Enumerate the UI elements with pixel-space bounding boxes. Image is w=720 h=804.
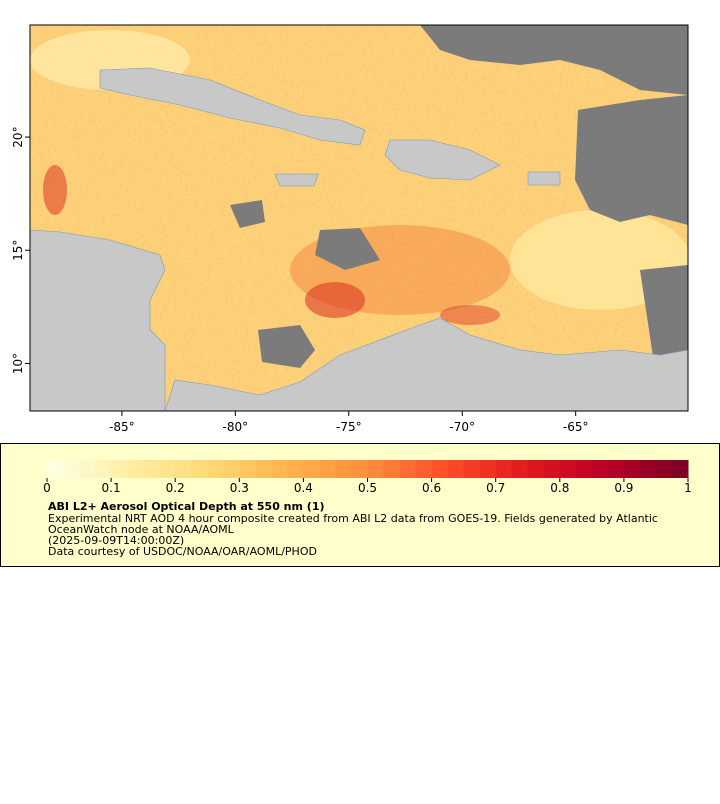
- land: [30, 229, 166, 411]
- colorbar-step: [639, 460, 657, 478]
- colorbar-step: [367, 460, 385, 478]
- colorbar-tick-label: 0.5: [358, 481, 377, 495]
- land: [274, 173, 319, 187]
- colorbar: 0 0.1 0.2 0.3 0.4 0.5 0.6 0.7 0.8 0.9 1: [43, 460, 692, 495]
- colorbar-step: [431, 460, 449, 478]
- legend-notes: Experimental NRT AOD 4 hour composite cr…: [48, 512, 658, 558]
- colorbar-tick-label: 0.1: [102, 481, 121, 495]
- colorbar-step: [671, 460, 689, 478]
- colorbar-step: [111, 460, 128, 478]
- colorbar-step: [511, 460, 529, 478]
- legend-note: (2025-09-09T14:00:00Z): [48, 534, 184, 547]
- land: [384, 139, 501, 181]
- colorbar-step: [223, 460, 240, 478]
- legend-title: ABI L2+ Aerosol Optical Depth at 550 nm …: [48, 500, 325, 513]
- cloud: [420, 25, 688, 95]
- legend-note: Experimental NRT AOD 4 hour composite cr…: [48, 512, 658, 525]
- y-tick-label: 20°: [11, 126, 25, 147]
- x-tick-label: -65°: [563, 420, 589, 434]
- colorbar-step: [383, 460, 401, 478]
- colorbar-step: [271, 460, 288, 478]
- colorbar-step: [95, 460, 112, 478]
- colorbar-step: [175, 460, 192, 478]
- colorbar-step: [543, 460, 561, 478]
- colorbar-step: [527, 460, 545, 478]
- colorbar-step: [47, 460, 64, 478]
- legend-note: OceanWatch node at NOAA/AOML: [48, 523, 235, 536]
- colorbar-tick-label: 0.9: [614, 481, 633, 495]
- colorbar-step: [143, 460, 160, 478]
- colorbar-tick-label: 0.8: [550, 481, 569, 495]
- colorbar-tick-label: 0.2: [166, 481, 185, 495]
- land: [99, 67, 366, 146]
- colorbar-step: [623, 460, 641, 478]
- colorbar-step: [591, 460, 609, 478]
- colorbar-step: [239, 460, 256, 478]
- colorbar-step: [335, 460, 352, 478]
- colorbar-step: [127, 460, 144, 478]
- colorbar-step: [495, 460, 513, 478]
- colorbar-step: [207, 460, 224, 478]
- colorbar-tick-label: 1: [684, 481, 692, 495]
- colorbar-step: [479, 460, 497, 478]
- colorbar-tick-label: 0.4: [294, 481, 313, 495]
- x-tick-label: -75°: [336, 420, 362, 434]
- colorbar-step: [607, 460, 625, 478]
- colorbar-step: [79, 460, 96, 478]
- colorbar-step: [399, 460, 417, 478]
- colorbar-tick-label: 0.3: [230, 481, 249, 495]
- map-frame: [29, 24, 689, 412]
- aod-patch: [440, 305, 500, 325]
- axes: -85° -80° -75° -70° -65° 10° 15° 20°: [11, 126, 588, 434]
- colorbar-step: [447, 460, 465, 478]
- cloud: [230, 200, 265, 228]
- colorbar-step: [415, 460, 433, 478]
- colorbar-step: [351, 460, 368, 478]
- colorbar-step: [303, 460, 320, 478]
- colorbar-step: [559, 460, 577, 478]
- colorbar-tick-label: 0: [43, 481, 51, 495]
- x-tick-label: -70°: [449, 420, 475, 434]
- colorbar-step: [287, 460, 304, 478]
- colorbar-step: [63, 460, 80, 478]
- map: [30, 25, 688, 411]
- land: [164, 317, 688, 411]
- x-tick-label: -80°: [223, 420, 249, 434]
- colorbar-tick-label: 0.7: [486, 481, 505, 495]
- colorbar-step: [655, 460, 673, 478]
- land: [527, 171, 561, 186]
- x-tick-label: -85°: [109, 420, 135, 434]
- y-tick-label: 15°: [11, 240, 25, 261]
- aod-patch: [43, 165, 67, 215]
- y-tick-label: 10°: [11, 353, 25, 374]
- cloud: [258, 325, 315, 368]
- colorbar-step: [319, 460, 336, 478]
- legend-note: Data courtesy of USDOC/NOAA/OAR/AOML/PHO…: [48, 545, 317, 558]
- cloud: [315, 228, 380, 270]
- colorbar-tick-label: 0.6: [422, 481, 441, 495]
- cloud: [640, 265, 688, 380]
- colorbar-step: [159, 460, 176, 478]
- colorbar-step: [191, 460, 208, 478]
- colorbar-step: [255, 460, 272, 478]
- aod-patch: [305, 282, 365, 318]
- colorbar-step: [575, 460, 593, 478]
- colorbar-step: [463, 460, 481, 478]
- cloud: [575, 95, 688, 225]
